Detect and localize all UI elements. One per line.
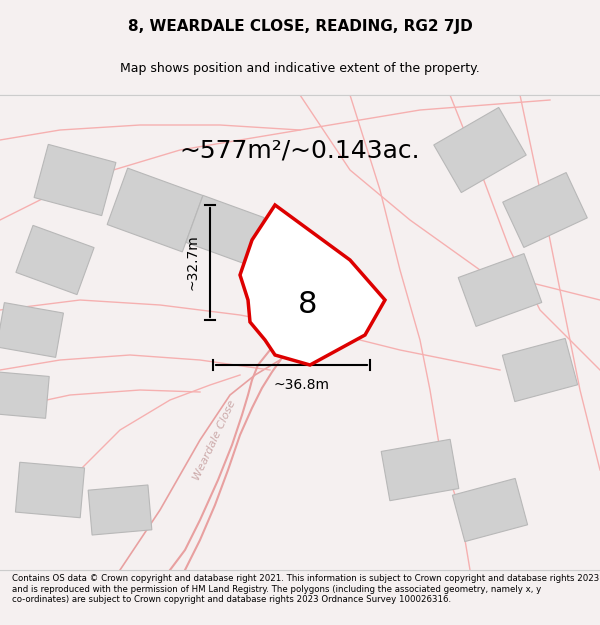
- Text: 8: 8: [298, 290, 317, 319]
- Text: ~36.8m: ~36.8m: [274, 378, 329, 392]
- Text: 8, WEARDALE CLOSE, READING, RG2 7JD: 8, WEARDALE CLOSE, READING, RG2 7JD: [128, 19, 472, 34]
- Polygon shape: [240, 205, 385, 365]
- Bar: [452, 478, 527, 542]
- Text: ~32.7m: ~32.7m: [185, 234, 199, 291]
- Bar: [502, 338, 578, 402]
- Bar: [381, 439, 459, 501]
- Bar: [16, 462, 85, 518]
- Bar: [458, 254, 542, 326]
- Bar: [186, 196, 264, 264]
- Text: Contains OS data © Crown copyright and database right 2021. This information is : Contains OS data © Crown copyright and d…: [12, 574, 599, 604]
- Text: Weardale Close: Weardale Close: [192, 398, 238, 482]
- Bar: [16, 226, 94, 294]
- Bar: [434, 107, 526, 192]
- Bar: [107, 168, 203, 252]
- Bar: [88, 485, 152, 535]
- Bar: [0, 372, 49, 418]
- Bar: [0, 302, 64, 358]
- Bar: [503, 173, 587, 248]
- Text: Map shows position and indicative extent of the property.: Map shows position and indicative extent…: [120, 62, 480, 75]
- Bar: [34, 144, 116, 216]
- Text: ~577m²/~0.143ac.: ~577m²/~0.143ac.: [179, 138, 421, 162]
